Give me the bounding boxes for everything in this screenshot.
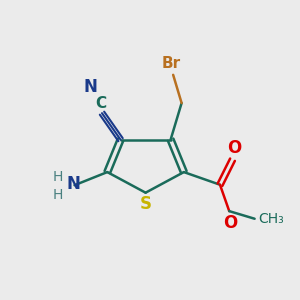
Text: CH₃: CH₃ [258, 212, 284, 226]
Text: O: O [224, 214, 238, 232]
Text: S: S [140, 195, 152, 213]
Text: Br: Br [162, 56, 181, 71]
Text: H: H [53, 188, 64, 202]
Text: C: C [95, 96, 106, 111]
Text: H: H [53, 170, 64, 184]
Text: N: N [83, 78, 97, 96]
Text: O: O [227, 139, 241, 157]
Text: N: N [66, 175, 80, 193]
